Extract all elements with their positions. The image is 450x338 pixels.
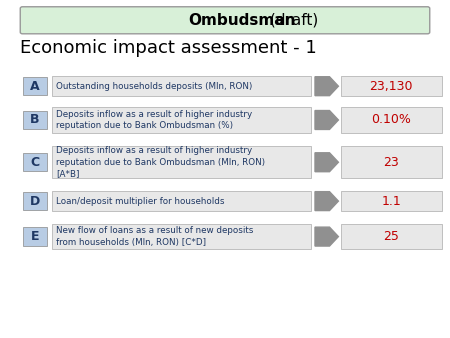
Text: (draft): (draft): [265, 13, 318, 28]
FancyBboxPatch shape: [52, 76, 310, 96]
FancyBboxPatch shape: [20, 7, 430, 34]
Text: B: B: [30, 114, 40, 126]
Text: D: D: [30, 195, 40, 208]
FancyBboxPatch shape: [52, 146, 310, 178]
Polygon shape: [315, 111, 338, 129]
FancyBboxPatch shape: [52, 224, 310, 249]
FancyBboxPatch shape: [341, 146, 442, 178]
Text: 23,130: 23,130: [369, 80, 413, 93]
Text: E: E: [31, 230, 39, 243]
Polygon shape: [315, 77, 338, 96]
Polygon shape: [315, 153, 338, 172]
Text: Loan/deposit multiplier for households: Loan/deposit multiplier for households: [56, 197, 225, 206]
FancyBboxPatch shape: [341, 107, 442, 132]
Text: Economic impact assessment - 1: Economic impact assessment - 1: [20, 39, 317, 57]
FancyBboxPatch shape: [52, 191, 310, 211]
Text: A: A: [30, 80, 40, 93]
Polygon shape: [315, 227, 338, 246]
FancyBboxPatch shape: [22, 111, 47, 129]
Text: New flow of loans as a result of new deposits
from households (Mln, RON) [C*D]: New flow of loans as a result of new dep…: [56, 226, 254, 247]
Text: 1.1: 1.1: [382, 195, 401, 208]
FancyBboxPatch shape: [22, 192, 47, 210]
FancyBboxPatch shape: [52, 107, 310, 132]
Text: 0.10%: 0.10%: [371, 114, 411, 126]
Text: 23: 23: [383, 156, 399, 169]
FancyBboxPatch shape: [22, 227, 47, 246]
FancyBboxPatch shape: [22, 153, 47, 171]
Text: Outstanding households deposits (Mln, RON): Outstanding households deposits (Mln, RO…: [56, 82, 252, 91]
Text: 25: 25: [383, 230, 399, 243]
Text: Deposits inflow as a result of higher industry
reputation due to Bank Ombudsman : Deposits inflow as a result of higher in…: [56, 146, 266, 178]
FancyBboxPatch shape: [341, 224, 442, 249]
FancyBboxPatch shape: [341, 191, 442, 211]
Text: Ombudsman: Ombudsman: [188, 13, 296, 28]
FancyBboxPatch shape: [22, 77, 47, 95]
Text: Deposits inflow as a result of higher industry
reputation due to Bank Ombudsman : Deposits inflow as a result of higher in…: [56, 110, 252, 130]
Text: C: C: [30, 156, 40, 169]
Polygon shape: [315, 192, 338, 211]
FancyBboxPatch shape: [341, 76, 442, 96]
